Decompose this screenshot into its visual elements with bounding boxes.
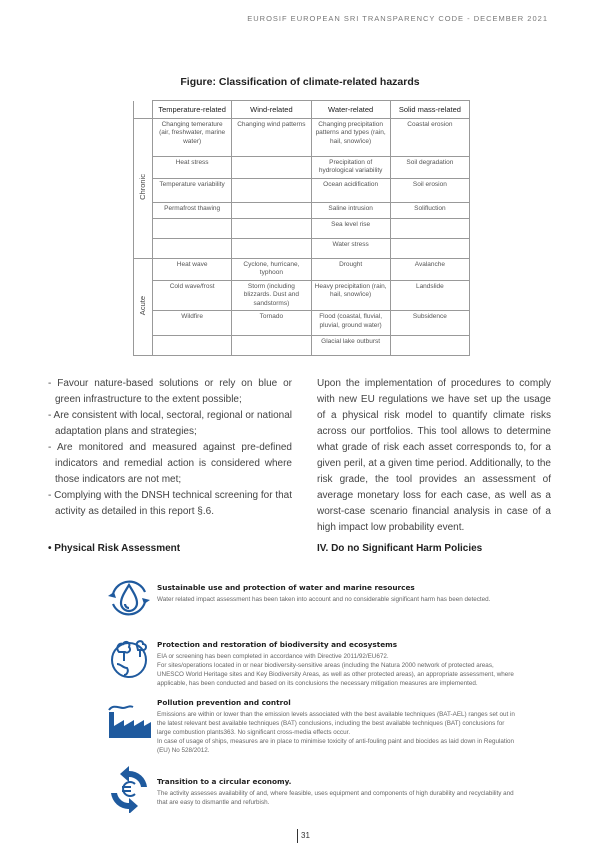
column-header: Wind-related bbox=[231, 100, 312, 119]
dnsh-body-line: Emissions are within or lower than the e… bbox=[157, 711, 515, 737]
dnsh-title: Pollution prevention and control bbox=[157, 698, 291, 708]
table-cell: Precipitation of hydrological variabilit… bbox=[310, 156, 391, 179]
dnsh-body-line: EIA or screening has been completed in a… bbox=[157, 653, 389, 661]
table-row: Sea level rise bbox=[134, 217, 471, 239]
factory-icon bbox=[108, 705, 151, 739]
table-cell: Water stress bbox=[310, 237, 391, 259]
dnsh-text: Pollution prevention and control Emissio… bbox=[157, 698, 515, 755]
dnsh-item-water: Sustainable use and protection of water … bbox=[105, 574, 515, 622]
dnsh-body-line: For sites/operations located in or near … bbox=[157, 662, 514, 688]
dnsh-title: Sustainable use and protection of water … bbox=[157, 583, 415, 593]
dnsh-item-pollution: Pollution prevention and control Emissio… bbox=[105, 698, 515, 755]
table-cell: Temperature variability bbox=[151, 177, 233, 203]
table-cell: Storm (including blizzards. Dust and san… bbox=[231, 279, 312, 312]
column-header: Solid mass-related bbox=[389, 100, 471, 119]
table-cell bbox=[151, 237, 233, 259]
table-cell: Changing temerature (air, freshwater, ma… bbox=[151, 118, 233, 157]
list-item: - Are consistent with local, sectoral, r… bbox=[48, 410, 293, 438]
table-row: Acute Heat wave Cyclone, hurricane, typhoo… bbox=[133, 257, 471, 357]
table-cell: Cyclone, hurricane, typhoon bbox=[231, 257, 312, 281]
dnsh-text: Protection and restoration of biodiversi… bbox=[157, 632, 515, 688]
list-item: - Favour nature-based solutions or rely … bbox=[48, 378, 292, 406]
empty-header bbox=[133, 100, 153, 119]
table-cell: Drought bbox=[310, 257, 391, 281]
page-header: EUROSIF EUROPEAN SRI TRANSPARENCY CODE -… bbox=[247, 14, 548, 23]
table-row: Glacial lake outburst bbox=[134, 335, 471, 357]
table-cell bbox=[231, 177, 312, 203]
table-cell: Tornado bbox=[231, 310, 312, 337]
table-cell: Wildfire bbox=[151, 310, 233, 337]
figure-title: Figure: Classification of climate-relate… bbox=[180, 76, 420, 88]
table-cell: Subsidence bbox=[389, 310, 471, 337]
table-cell: Soil erosion bbox=[389, 177, 471, 203]
list-item: - Complying with the DNSH technical scre… bbox=[48, 490, 292, 518]
water-drop-cycle-icon bbox=[108, 580, 150, 616]
table-cell: Coastal erosion bbox=[389, 118, 471, 157]
table-cell: Permafrost thawing bbox=[151, 201, 233, 219]
table-cell: Glacial lake outburst bbox=[310, 335, 391, 357]
table-cell: Heavy precipitation (rain, hail, snow/ic… bbox=[310, 279, 391, 312]
group-label: Chronic bbox=[138, 173, 148, 200]
dnsh-body-line: In case of usage of ships, measures are … bbox=[157, 738, 515, 755]
table-cell bbox=[231, 201, 312, 219]
table-cell: Flood (coastal, fluvial, pluvial, ground… bbox=[310, 310, 391, 337]
dnsh-body: The activity assesses availability of an… bbox=[157, 790, 514, 807]
page-content: Figure: Classification of climate-relate… bbox=[0, 76, 600, 823]
column-header: Water-related bbox=[310, 100, 391, 119]
euro-recycle-icon bbox=[111, 766, 147, 814]
list-item: - Are monitored and measured against pre… bbox=[48, 442, 292, 486]
row-group-label: Chronic bbox=[133, 118, 153, 259]
dnsh-text: Sustainable use and protection of water … bbox=[157, 574, 515, 604]
dnsh-text: Transition to a circular economy. The ac… bbox=[157, 765, 515, 807]
table-cell: Heat wave bbox=[151, 257, 233, 281]
table-row: Chronic Changing temerature (air, freshwa… bbox=[133, 118, 471, 259]
left-column: - Favour nature-based solutions or rely … bbox=[48, 376, 292, 536]
right-column: Upon the implementation of procedures to… bbox=[317, 376, 551, 536]
table-cell bbox=[231, 335, 312, 357]
table-row: Water stress bbox=[134, 237, 471, 259]
paragraph: Upon the implementation of procedures to… bbox=[317, 378, 551, 534]
table-cell: Saline intrusion bbox=[310, 201, 391, 219]
group-label: Acute bbox=[138, 295, 148, 315]
table-cell: Avalanche bbox=[389, 257, 471, 281]
globe-trees-icon bbox=[111, 640, 147, 679]
table-cell: Changing wind patterns bbox=[231, 118, 312, 157]
table-row: Temperature variability Ocean acidificati… bbox=[134, 177, 471, 203]
section-heading: IV. Do no Significant Harm Policies bbox=[317, 543, 483, 555]
table-cell bbox=[231, 156, 312, 179]
dnsh-item-circular: Transition to a circular economy. The ac… bbox=[105, 765, 515, 814]
table-cell: Sea level rise bbox=[310, 217, 391, 239]
table-cell: Solifluction bbox=[389, 201, 471, 219]
table-cell: Heat stress bbox=[151, 156, 233, 179]
dnsh-item-biodiversity: Protection and restoration of biodiversi… bbox=[105, 632, 515, 688]
table-cell bbox=[231, 217, 312, 239]
table-row: Wildfire Tornado Flood (coastal, fluvial, … bbox=[134, 310, 471, 337]
table-cell: Ocean acidification bbox=[310, 177, 391, 203]
table-row: Heat stress Precipitation of hydrological… bbox=[134, 156, 471, 179]
table-cell bbox=[151, 335, 233, 357]
table-cell: Cold wave/frost bbox=[151, 279, 233, 312]
column-header: Temperature-related bbox=[151, 100, 233, 119]
table-cell bbox=[389, 237, 471, 259]
table-cell bbox=[231, 237, 312, 259]
table-row: Cold wave/frost Storm (including blizzard… bbox=[134, 279, 471, 312]
hazards-table: Temperature-related Wind-related Water-r… bbox=[133, 100, 471, 357]
table-cell bbox=[389, 335, 471, 357]
dnsh-title: Protection and restoration of biodiversi… bbox=[157, 640, 398, 650]
table-cell: Landslide bbox=[389, 279, 471, 312]
section-heading: • Physical Risk Assessment bbox=[48, 543, 181, 555]
table-cell bbox=[151, 217, 233, 239]
dnsh-title: Transition to a circular economy. bbox=[157, 777, 292, 787]
two-column-text: - Favour nature-based solutions or rely … bbox=[48, 376, 600, 556]
table-row: Permafrost thawing Saline intrusion Solifl… bbox=[134, 201, 471, 219]
dnsh-body: Water related impact assessment has been… bbox=[157, 596, 491, 604]
row-group-label: Acute bbox=[133, 257, 153, 357]
table-cell bbox=[389, 217, 471, 239]
table-cell: Soil degradation bbox=[389, 156, 471, 179]
page-number: 31 bbox=[297, 829, 310, 843]
dnsh-list: Sustainable use and protection of water … bbox=[105, 574, 515, 814]
table-cell: Changing precipitation patterns and type… bbox=[310, 118, 391, 157]
